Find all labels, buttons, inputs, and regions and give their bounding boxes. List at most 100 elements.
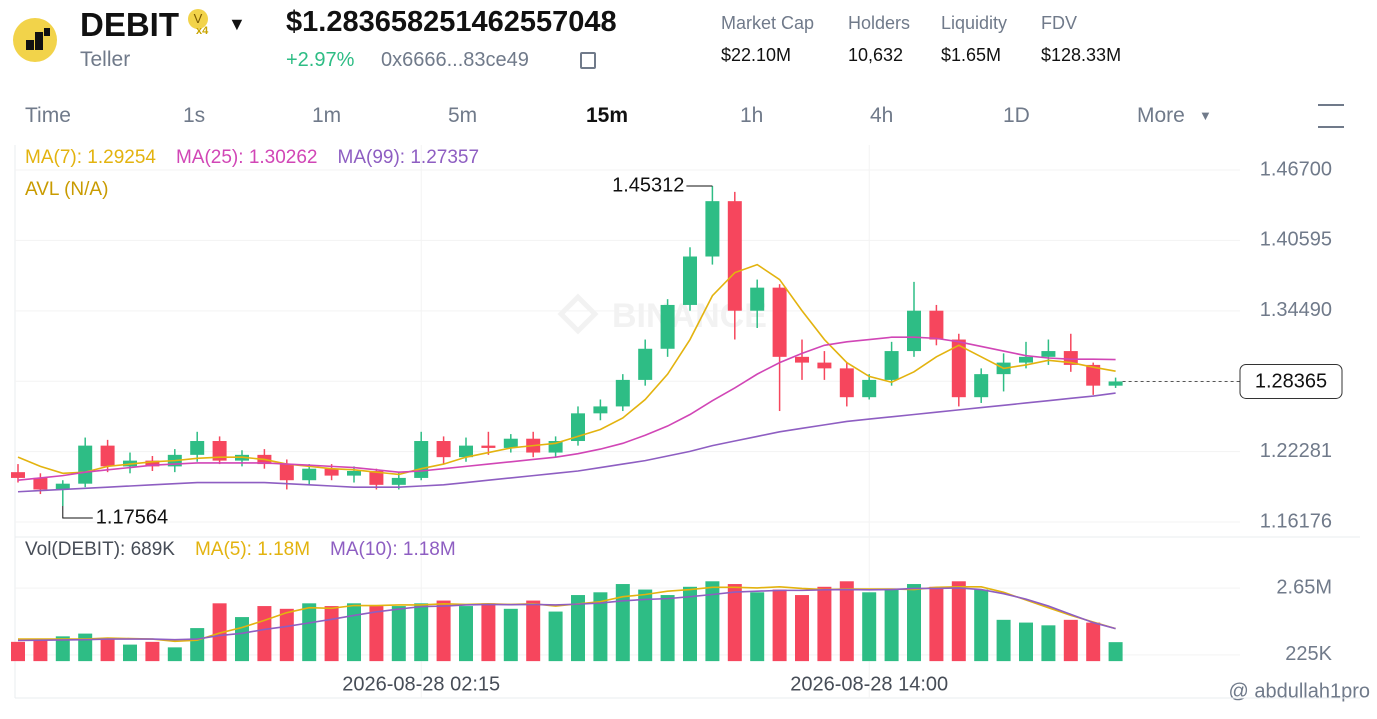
y-tick-label: 225K [1285,643,1332,665]
candle-body [951,339,966,398]
candle-body [414,441,429,478]
legend-entry: MA(99): 1.27357 [338,147,480,168]
interval-tab[interactable]: 15m [586,104,629,127]
symbol: DEBIT [80,6,179,43]
candle-body [11,472,25,478]
candle-body [481,445,496,448]
y-tick-label: 2.65M [1276,576,1332,598]
interval-tab[interactable]: 1s [183,104,206,127]
last-price-box [1239,363,1343,399]
y-tick-label: 1.22281 [1260,440,1332,462]
stat-label: Liquidity [941,13,1008,33]
volume-bar [1108,642,1123,662]
candle-body [78,445,93,484]
low-label: 1.17564 [96,506,168,528]
candle-body [683,256,697,305]
interval-tab[interactable]: Time [25,104,71,127]
volume-bar [996,619,1011,662]
low-leader [62,506,93,519]
volume-bar [1063,619,1078,662]
candle-body [100,445,115,467]
candle-body [212,441,227,461]
interval-tab[interactable]: 1D [1003,104,1030,127]
price: $1.283658251462557048 [286,6,617,38]
last-price-label: 1.28365 [1255,371,1327,393]
volume-bar [974,589,989,662]
more-caret[interactable]: ▼ [1199,108,1212,123]
volume-bar [1086,622,1101,662]
volume-bar [302,603,317,662]
y-tick-label: 1.16176 [1260,510,1332,532]
volume-bar [55,636,70,662]
y-tick-label: 1.40595 [1260,229,1332,251]
volume-bar [1041,625,1056,662]
interval-tab[interactable]: 5m [448,104,478,127]
interval-tab[interactable]: 1m [312,104,342,127]
volume-bar [257,606,272,662]
stat-label: Holders [848,13,911,33]
candle-body [638,348,653,380]
volume-bar [347,603,361,662]
volume-bar [929,586,944,662]
volume-bar [414,603,429,662]
token-logo [13,18,57,62]
annotation: AVL (N/A) [25,179,108,200]
ma-line [17,392,1116,493]
candle-body [929,310,944,340]
volume-bar [638,589,653,662]
dropdown[interactable]: ▼ [228,14,246,34]
interval-tab[interactable]: More [1137,104,1185,127]
volume-bar [862,592,877,662]
change: +2.97% [286,49,355,71]
candle-body [1019,356,1033,363]
volume-bar [369,606,384,662]
volume-title: Vol(DEBIT): 689K [25,539,175,560]
volume-bar [593,592,608,662]
candle-body [1108,381,1123,386]
volume-bar [839,581,854,662]
candle-body [145,460,160,467]
candle-body [324,468,339,476]
settings-icon[interactable] [1318,104,1344,128]
volume-bar [190,628,205,662]
candle-body [660,304,675,349]
candle-body [279,464,294,481]
candle-body [974,374,989,398]
interval-tab[interactable]: 1h [740,104,764,127]
candle-body [1086,364,1101,386]
candle-body [817,362,832,369]
stat-value: $1.65M [941,45,1002,65]
volume-bar [795,595,809,662]
volume-bar [33,639,48,662]
volume-bar [481,603,496,662]
volume-bar [459,606,473,662]
address: 0x6666...83ce49 [381,49,529,71]
candle-body [593,406,608,414]
volume-bar [705,581,720,662]
multiplier: x4 [196,25,209,37]
candle-body [571,413,585,442]
volume-bar [750,592,765,662]
volume-bar [884,589,899,662]
volume-bar [817,586,832,662]
copy-icon[interactable] [580,52,596,69]
candle-body [459,445,473,458]
y-tick-label: 1.46700 [1260,158,1332,180]
volume-bar [907,584,921,662]
candle-body [347,470,361,476]
volume-bar [279,608,294,662]
volume-bar [212,603,227,662]
ma-line [17,587,1116,642]
volume-bar [503,608,518,662]
candle-body [391,477,406,485]
stat-value: 10,632 [848,45,904,65]
candle-body [503,438,518,448]
candle-body [884,351,899,380]
volume-bar [727,584,742,662]
candle-body [55,483,70,490]
candle-body [907,310,921,352]
volume-bar [571,595,585,662]
interval-tab[interactable]: 4h [870,104,894,127]
y-tick-label: 1.34490 [1260,299,1332,321]
